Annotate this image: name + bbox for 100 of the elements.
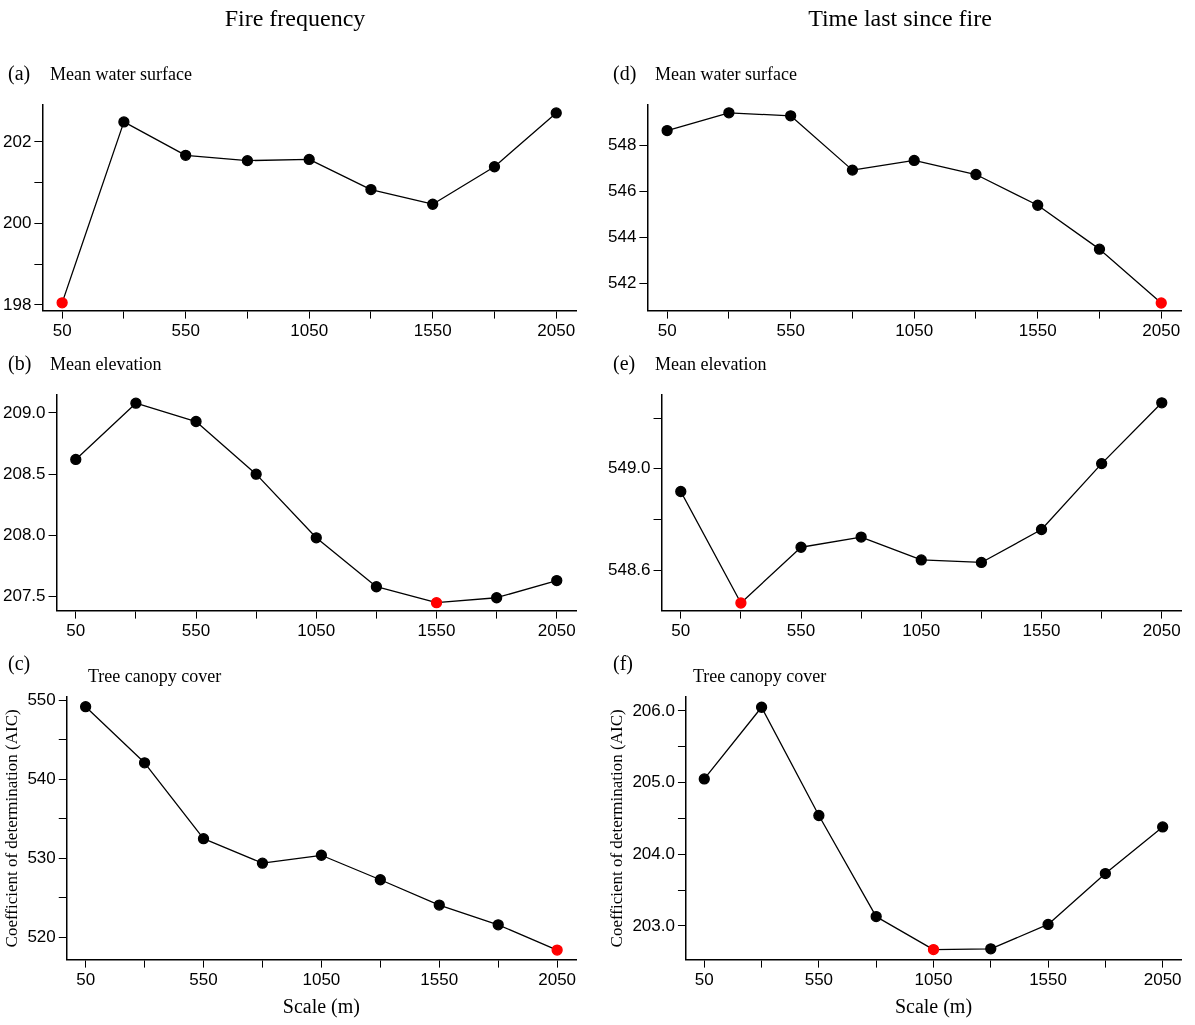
x-tick-label: 1550	[420, 970, 459, 990]
point	[79, 701, 92, 713]
x-tick-label: 550	[181, 621, 211, 641]
point	[813, 809, 825, 822]
x-tick-label: 550	[786, 621, 816, 641]
y-tick-label: 202	[2, 131, 32, 151]
point	[551, 574, 563, 587]
text: (a)	[8, 62, 31, 85]
point	[490, 592, 503, 604]
point	[492, 919, 504, 931]
x-tick-label: 50	[76, 970, 96, 990]
chart-title: Time last since fire	[807, 5, 993, 32]
x-tick-label: 50	[66, 621, 86, 641]
point	[675, 485, 687, 498]
point	[975, 556, 988, 569]
y-tick-label: 520	[27, 927, 56, 947]
point	[1032, 199, 1044, 211]
x-tick-label: 1050	[914, 970, 953, 990]
point	[370, 581, 383, 593]
x-tick-label: 2050	[537, 621, 576, 641]
y-tick-label: 546	[607, 181, 637, 201]
point	[1157, 821, 1169, 833]
text: (f)	[613, 652, 633, 675]
x-tick-label: 50	[657, 321, 677, 341]
y-tick-label: 540	[27, 769, 56, 789]
y-tick-label: 205.0	[632, 772, 675, 792]
point	[1099, 867, 1112, 880]
y-tick-label: 550	[27, 690, 56, 710]
y-tick-label: 208.5	[2, 463, 46, 483]
x-tick-label: 550	[189, 970, 218, 990]
y-tick-label: 544	[607, 227, 637, 247]
y-tick-label: 530	[27, 848, 56, 868]
x-tick-label: 2050	[1142, 321, 1181, 341]
point	[661, 124, 673, 137]
point	[550, 107, 562, 119]
point	[303, 153, 315, 166]
point	[1156, 397, 1168, 409]
point	[1042, 918, 1054, 931]
point	[755, 701, 768, 713]
y-tick-label: 542	[607, 273, 637, 293]
y-tick-label: 206.0	[632, 700, 675, 720]
chart-subtitle: Tree canopy cover	[88, 666, 222, 687]
y-tick-label: 198	[2, 294, 32, 314]
chart-subtitle: Mean water surface	[50, 64, 192, 85]
point	[785, 110, 797, 122]
y-tick-label: 208.0	[2, 525, 46, 545]
point	[927, 943, 940, 956]
text: (e)	[613, 352, 636, 375]
point	[870, 910, 882, 923]
x-tick-label: 50	[671, 621, 691, 641]
point	[374, 874, 386, 886]
y-tick-label: 204.0	[632, 843, 675, 863]
x-tick-label: 1050	[302, 970, 341, 990]
x-tick-label: 550	[171, 321, 200, 341]
point	[855, 531, 867, 543]
x-tick-label: 1550	[413, 321, 452, 341]
x-tick-label: 1050	[290, 321, 329, 341]
point	[118, 116, 130, 128]
y-tick-label: 207.5	[2, 586, 46, 606]
chart-title: Fire frequency	[223, 5, 367, 32]
point	[365, 183, 377, 196]
y-tick-label: 548.6	[607, 559, 651, 579]
x-tick-label: 1550	[1018, 321, 1057, 341]
point	[256, 857, 269, 869]
x-tick-label: 1050	[902, 621, 941, 641]
y-tick-label: 549.0	[607, 458, 651, 478]
point	[551, 944, 563, 956]
point	[915, 554, 927, 566]
x-tick-label: 1050	[895, 321, 934, 341]
x-tick-label: 550	[776, 321, 805, 341]
point	[315, 849, 328, 861]
point	[310, 532, 322, 544]
y-tick-label: 203.0	[632, 915, 675, 935]
point	[180, 149, 192, 161]
chart-subtitle: Mean elevation	[655, 354, 767, 375]
x-axis-title: Scale (m)	[894, 995, 973, 1019]
chart-subtitle: Mean water surface	[655, 64, 797, 85]
y-tick-label: 548	[607, 134, 637, 154]
point	[190, 415, 202, 428]
x-tick-label: 2050	[1142, 621, 1181, 641]
point	[138, 757, 151, 769]
point	[698, 773, 710, 785]
x-tick-label: 50	[52, 321, 72, 341]
point	[488, 161, 501, 173]
point	[433, 899, 445, 911]
point	[1155, 297, 1167, 309]
point	[723, 107, 735, 119]
x-tick-label: 1550	[417, 621, 456, 641]
y-tick-label: 200	[2, 213, 32, 233]
x-tick-label: 1550	[1022, 621, 1061, 641]
x-axis-title: Scale (m)	[282, 995, 360, 1019]
y-tick-label: 209.0	[2, 402, 46, 422]
point	[56, 297, 68, 309]
point	[985, 943, 997, 955]
x-tick-label: 1050	[297, 621, 336, 641]
x-tick-label: 1550	[1029, 970, 1067, 990]
x-tick-label: 50	[694, 970, 714, 990]
y-axis-title: Coefficient of determination (AIC)	[1, 709, 21, 948]
point	[430, 597, 443, 609]
x-tick-label: 550	[804, 970, 834, 990]
